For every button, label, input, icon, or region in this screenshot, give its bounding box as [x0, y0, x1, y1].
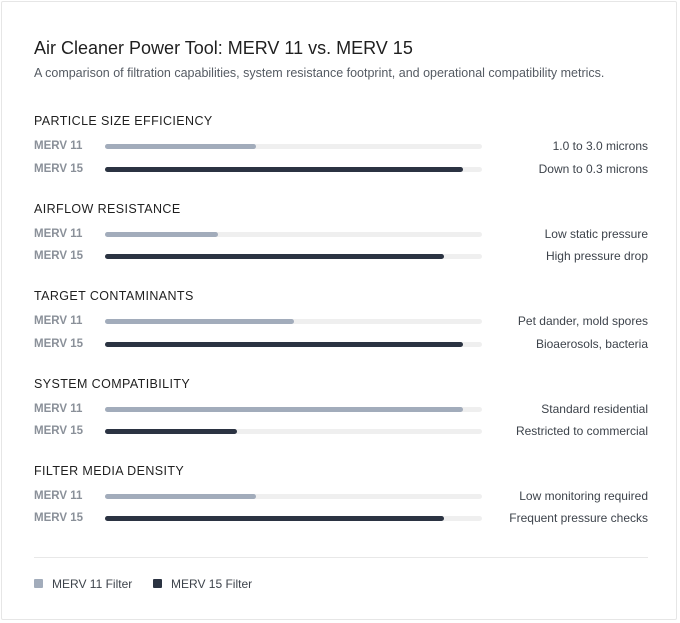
- value-label: High pressure drop: [545, 249, 648, 263]
- legend-swatch-merv15: [153, 579, 162, 588]
- value-label: Low monitoring required: [519, 489, 648, 503]
- section-title: AIRFLOW RESISTANCE: [34, 202, 181, 216]
- section-filter-media-density: FILTER MEDIA DENSITY MERV 11 Low monitor…: [34, 464, 648, 534]
- value-label: Low static pressure: [544, 227, 648, 241]
- series-label: MERV 11: [34, 490, 83, 502]
- row-merv11: MERV 11 Low static pressure: [34, 226, 648, 242]
- series-label: MERV 15: [34, 425, 84, 437]
- section-title: FILTER MEDIA DENSITY: [34, 464, 185, 478]
- page-subtitle: A comparison of filtration capabilities,…: [34, 66, 605, 80]
- value-label: Down to 0.3 microns: [538, 162, 648, 176]
- bar-track: [105, 254, 482, 259]
- series-label: MERV 11: [34, 315, 83, 327]
- bar-track: [105, 342, 482, 347]
- bar-fill-merv15: [105, 167, 463, 172]
- bar-fill-merv15: [105, 429, 237, 434]
- row-merv15: MERV 15 Down to 0.3 microns: [34, 161, 648, 177]
- series-label: MERV 11: [34, 228, 83, 240]
- value-label: 1.0 to 3.0 microns: [552, 139, 648, 153]
- bar-track: [105, 494, 482, 499]
- section-target-contaminants: TARGET CONTAMINANTS MERV 11 Pet dander, …: [34, 289, 648, 359]
- value-label: Frequent pressure checks: [509, 511, 648, 525]
- bar-track: [105, 407, 482, 412]
- row-merv15: MERV 15 Restricted to commercial: [34, 423, 648, 439]
- value-label: Standard residential: [541, 402, 648, 416]
- row-merv11: MERV 11 1.0 to 3.0 microns: [34, 138, 648, 154]
- value-label: Bioaerosols, bacteria: [535, 337, 648, 351]
- row-merv11: MERV 11 Standard residential: [34, 401, 648, 417]
- section-system-compatibility: SYSTEM COMPATIBILITY MERV 11 Standard re…: [34, 377, 648, 447]
- bar-track: [105, 516, 482, 521]
- series-label: MERV 15: [34, 250, 84, 262]
- bar-fill-merv11: [105, 232, 218, 237]
- row-merv15: MERV 15 Bioaerosols, bacteria: [34, 336, 648, 352]
- row-merv11: MERV 11 Low monitoring required: [34, 488, 648, 504]
- series-label: MERV 15: [34, 338, 84, 350]
- series-label: MERV 15: [34, 163, 84, 175]
- series-label: MERV 15: [34, 512, 84, 524]
- bar-fill-merv11: [105, 144, 256, 149]
- bar-fill-merv11: [105, 319, 294, 324]
- value-label: Restricted to commercial: [515, 424, 648, 438]
- section-title: PARTICLE SIZE EFFICIENCY: [34, 114, 213, 128]
- section-particle-size-efficiency: PARTICLE SIZE EFFICIENCY MERV 11 1.0 to …: [34, 114, 648, 184]
- chart-legend: MERV 11 Filter MERV 15 Filter: [34, 576, 434, 592]
- bar-track: [105, 232, 482, 237]
- section-airflow-resistance: AIRFLOW RESISTANCE MERV 11 Low static pr…: [34, 202, 648, 272]
- bar-track: [105, 144, 482, 149]
- section-title: TARGET CONTAMINANTS: [34, 289, 194, 303]
- series-label: MERV 11: [34, 140, 83, 152]
- row-merv11: MERV 11 Pet dander, mold spores: [34, 313, 648, 329]
- row-merv15: MERV 15 Frequent pressure checks: [34, 510, 648, 526]
- bar-fill-merv15: [105, 254, 444, 259]
- bar-fill-merv15: [105, 342, 463, 347]
- section-title: SYSTEM COMPATIBILITY: [34, 377, 191, 391]
- bar-track: [105, 319, 482, 324]
- bar-fill-merv11: [105, 407, 463, 412]
- value-label: Pet dander, mold spores: [517, 314, 648, 328]
- row-merv15: MERV 15 High pressure drop: [34, 248, 648, 264]
- bar-track: [105, 429, 482, 434]
- legend-swatch-merv11: [34, 579, 43, 588]
- bar-fill-merv11: [105, 494, 256, 499]
- bar-track: [105, 167, 482, 172]
- series-label: MERV 11: [34, 403, 83, 415]
- page-title: Air Cleaner Power Tool: MERV 11 vs. MERV…: [34, 38, 413, 58]
- bar-fill-merv15: [105, 516, 444, 521]
- legend-label: MERV 15 Filter: [171, 577, 253, 591]
- legend-label: MERV 11 Filter: [52, 577, 133, 591]
- legend-divider: [34, 557, 648, 558]
